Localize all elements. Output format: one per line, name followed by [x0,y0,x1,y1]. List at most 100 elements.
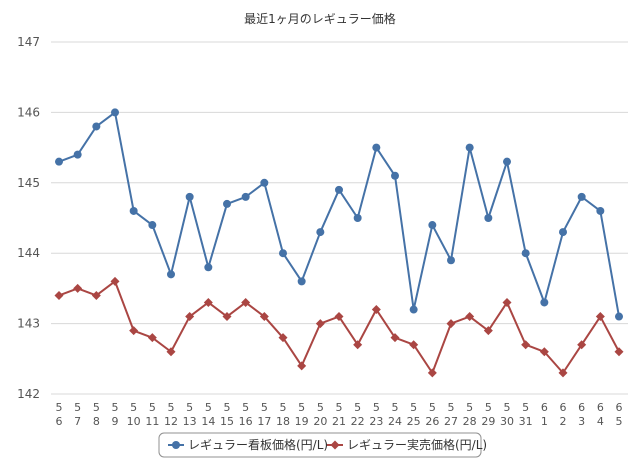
series-2 [54,276,624,378]
data-point[interactable] [241,192,250,201]
x-tick-day: 29 [481,415,495,428]
x-tick-day: 14 [201,415,215,428]
data-point[interactable] [447,256,455,265]
x-tick-day: 17 [257,415,271,428]
data-point[interactable] [559,228,567,237]
y-tick-label: 146 [17,105,40,119]
data-point[interactable] [391,171,399,180]
data-point[interactable] [334,312,344,322]
data-point[interactable] [428,221,437,230]
data-point[interactable] [540,298,549,307]
data-point[interactable] [91,290,101,300]
data-point[interactable] [129,206,138,215]
chart-title: 最近1ヶ月のレギュラー価格 [244,11,396,26]
data-point[interactable] [204,263,213,272]
data-point[interactable] [297,361,307,371]
x-tick-day: 25 [407,415,421,428]
x-tick-month: 5 [448,401,455,414]
data-point[interactable] [390,333,400,343]
data-point[interactable] [222,312,232,322]
x-tick-day: 5 [616,415,623,428]
data-point[interactable] [241,297,251,307]
data-point[interactable] [111,108,119,117]
data-point[interactable] [558,368,568,378]
x-tick-month: 5 [149,401,156,414]
data-point[interactable] [166,347,176,357]
x-tick-day: 24 [388,415,402,428]
data-point[interactable] [596,206,605,215]
x-tick-day: 12 [164,415,178,428]
data-point[interactable] [577,192,586,201]
x-tick-month: 5 [186,401,193,414]
data-point[interactable] [409,340,419,350]
data-point[interactable] [316,228,325,237]
data-point[interactable] [483,326,493,336]
data-point[interactable] [465,312,475,322]
x-tick-day: 3 [578,415,585,428]
data-point[interactable] [278,333,288,343]
x-tick-month: 5 [522,401,529,414]
x-tick-day: 9 [112,415,119,428]
x-tick-month: 6 [541,401,548,414]
data-point[interactable] [54,290,64,300]
y-tick-label: 142 [17,387,40,401]
x-tick-month: 5 [354,401,361,414]
legend-item-2[interactable]: レギュラー実売価格(円/L) [327,437,487,452]
series-group [54,108,624,378]
data-point[interactable] [185,312,195,322]
data-point[interactable] [409,305,418,314]
y-axis-ticks: 142 143 144 145 146 147 [17,35,40,401]
data-point[interactable] [185,192,194,201]
x-tick-month: 5 [466,401,473,414]
data-point[interactable] [614,347,624,357]
data-point[interactable] [353,340,363,350]
data-point[interactable] [167,270,175,279]
data-point[interactable] [129,326,139,336]
legend-item-1[interactable]: レギュラー看板価格(円/L) [168,437,328,452]
data-point[interactable] [335,185,343,194]
data-point[interactable] [577,340,587,350]
x-tick-month: 5 [56,401,63,414]
data-point[interactable] [502,297,512,307]
data-point[interactable] [615,312,623,321]
x-tick-day: 30 [500,415,514,428]
data-point[interactable] [297,277,306,286]
data-point[interactable] [73,283,83,293]
x-tick-month: 5 [410,401,417,414]
data-point[interactable] [595,312,605,322]
x-tick-month: 5 [392,401,399,414]
x-tick-month: 5 [429,401,436,414]
data-point[interactable] [148,221,157,230]
data-point[interactable] [503,157,511,166]
x-tick-month: 6 [597,401,604,414]
data-point[interactable] [521,340,531,350]
series-line [58,111,620,317]
data-point[interactable] [427,368,437,378]
data-point[interactable] [73,150,82,159]
x-tick-day: 23 [369,415,383,428]
data-point[interactable] [203,297,213,307]
data-point[interactable] [353,214,362,222]
data-point[interactable] [223,199,231,208]
legend-label: レギュラー看板価格(円/L) [188,437,328,452]
data-point[interactable] [147,333,157,343]
data-point[interactable] [315,319,325,329]
data-point[interactable] [110,276,120,286]
x-tick-day: 6 [56,415,63,428]
data-point[interactable] [259,312,269,322]
data-point[interactable] [446,319,456,329]
x-tick-month: 6 [616,401,623,414]
data-point[interactable] [521,249,530,258]
legend[interactable]: レギュラー看板価格(円/L) レギュラー実売価格(円/L) [158,432,487,458]
data-point[interactable] [371,305,381,315]
data-point[interactable] [55,157,63,166]
data-point[interactable] [260,178,269,187]
data-point[interactable] [279,249,287,258]
data-point[interactable] [372,143,381,152]
legend-box [158,432,482,458]
data-point[interactable] [92,122,101,131]
data-point[interactable] [465,143,474,152]
data-point[interactable] [539,347,549,357]
legend-label: レギュラー実売価格(円/L) [347,437,487,452]
data-point[interactable] [484,214,493,222]
